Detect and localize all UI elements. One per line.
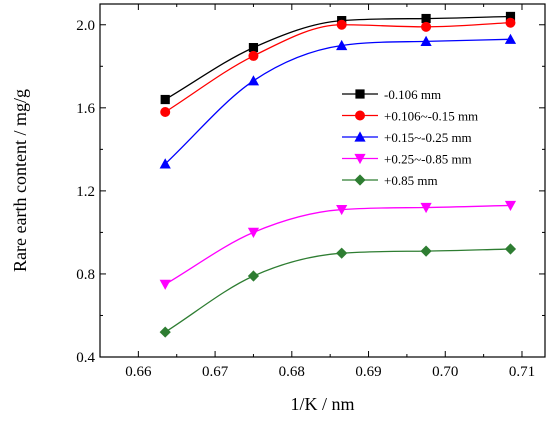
x-tick-label: 0.70 xyxy=(432,364,458,380)
axes: 0.66 0.67 0.68 0.69 0.70 0.71 0.4 0.8 1.2 1.6 2.0 xyxy=(76,3,546,380)
legend-marker-0 xyxy=(355,89,365,99)
data-point-series-0 xyxy=(505,11,516,22)
y-tick-label: 1.2 xyxy=(76,184,95,200)
legend-label-1: +0.106~-0.15 mm xyxy=(384,109,478,124)
x-axis-title: 1/K / nm xyxy=(290,394,354,414)
data-point-series-0 xyxy=(248,43,259,53)
legend: -0.106 mm +0.106~-0.15 mm +0.15~-0.25 mm +0… xyxy=(342,87,478,188)
series-curves xyxy=(164,15,511,333)
data-point-series-1 xyxy=(336,19,347,30)
series-line-3 xyxy=(164,204,511,285)
data-point-series-4 xyxy=(504,243,517,255)
y-tick-label: 2.0 xyxy=(76,18,95,34)
data-point-series-3 xyxy=(420,202,432,214)
x-tick-label: 0.67 xyxy=(202,364,229,380)
data-point-series-2 xyxy=(504,33,517,44)
legend-label-4: +0.85 mm xyxy=(384,173,438,188)
legend-marker-1 xyxy=(355,110,365,121)
data-point-series-4 xyxy=(247,270,260,282)
x-tick-label: 0.68 xyxy=(279,364,305,380)
series-line-2 xyxy=(164,38,511,165)
series-markers xyxy=(159,11,517,338)
legend-label-3: +0.25~-0.85 mm xyxy=(384,152,472,167)
data-point-series-4 xyxy=(336,247,348,259)
data-point-series-4 xyxy=(159,326,171,338)
data-point-series-4 xyxy=(420,245,432,257)
data-point-series-1 xyxy=(160,106,171,117)
legend-marker-2 xyxy=(354,131,366,142)
y-tick-label: 1.6 xyxy=(76,101,95,117)
data-point-series-2 xyxy=(336,39,348,51)
data-point-series-1 xyxy=(505,17,516,28)
data-point-series-3 xyxy=(336,204,348,216)
data-point-series-0 xyxy=(160,94,170,105)
series-line-4 xyxy=(164,248,511,333)
data-point-series-3 xyxy=(247,227,260,239)
data-point-series-2 xyxy=(420,35,432,46)
data-point-series-2 xyxy=(159,158,171,169)
legend-label-2: +0.15~-0.25 mm xyxy=(384,130,472,145)
legend-label-0: -0.106 mm xyxy=(384,87,441,102)
data-point-series-1 xyxy=(421,21,432,32)
y-axis-title: Rare earth content / mg/g xyxy=(10,89,30,272)
x-tick-label: 0.69 xyxy=(355,364,381,380)
x-tick-label: 0.71 xyxy=(509,364,535,380)
series-line-0 xyxy=(164,15,511,101)
data-point-series-3 xyxy=(159,279,171,290)
x-tick-label: 0.66 xyxy=(125,364,152,380)
data-point-series-0 xyxy=(421,13,431,24)
plot-frame xyxy=(99,3,546,358)
data-point-series-3 xyxy=(504,200,517,212)
y-tick-label: 0.4 xyxy=(76,350,95,366)
data-point-series-1 xyxy=(248,50,259,61)
legend-marker-4 xyxy=(354,174,366,186)
y-tick-label: 0.8 xyxy=(76,267,95,283)
data-point-series-2 xyxy=(247,75,260,86)
legend-marker-3 xyxy=(354,153,366,165)
